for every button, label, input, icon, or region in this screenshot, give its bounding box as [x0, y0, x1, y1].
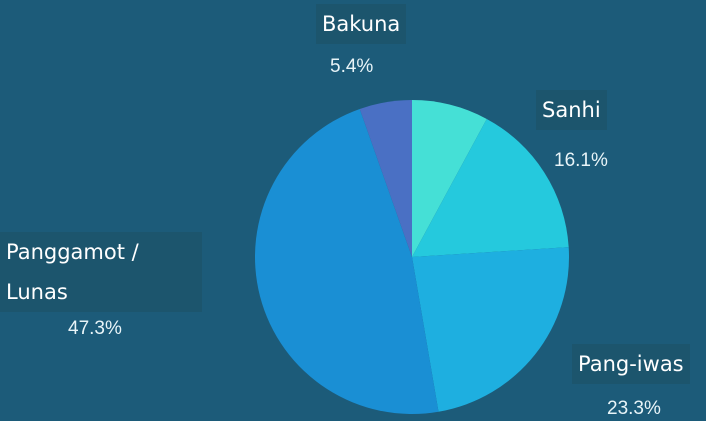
pie-slice: [412, 100, 487, 257]
pie-slice: [412, 118, 569, 257]
slice-label: Sanhi: [536, 90, 607, 130]
pie-slice: [412, 247, 569, 412]
value-label: 23.3%: [607, 398, 661, 419]
slice-label: Panggamot / Lunas: [0, 232, 202, 312]
value-label: 16.1%: [554, 150, 608, 171]
pie-slice: [254, 108, 439, 415]
value-label: 47.3%: [68, 318, 122, 339]
pie-slice: [359, 100, 412, 257]
slice-label: Bakuna: [316, 4, 407, 44]
slice-label: Pang-iwas: [572, 344, 690, 384]
value-label: 5.4%: [330, 56, 374, 77]
